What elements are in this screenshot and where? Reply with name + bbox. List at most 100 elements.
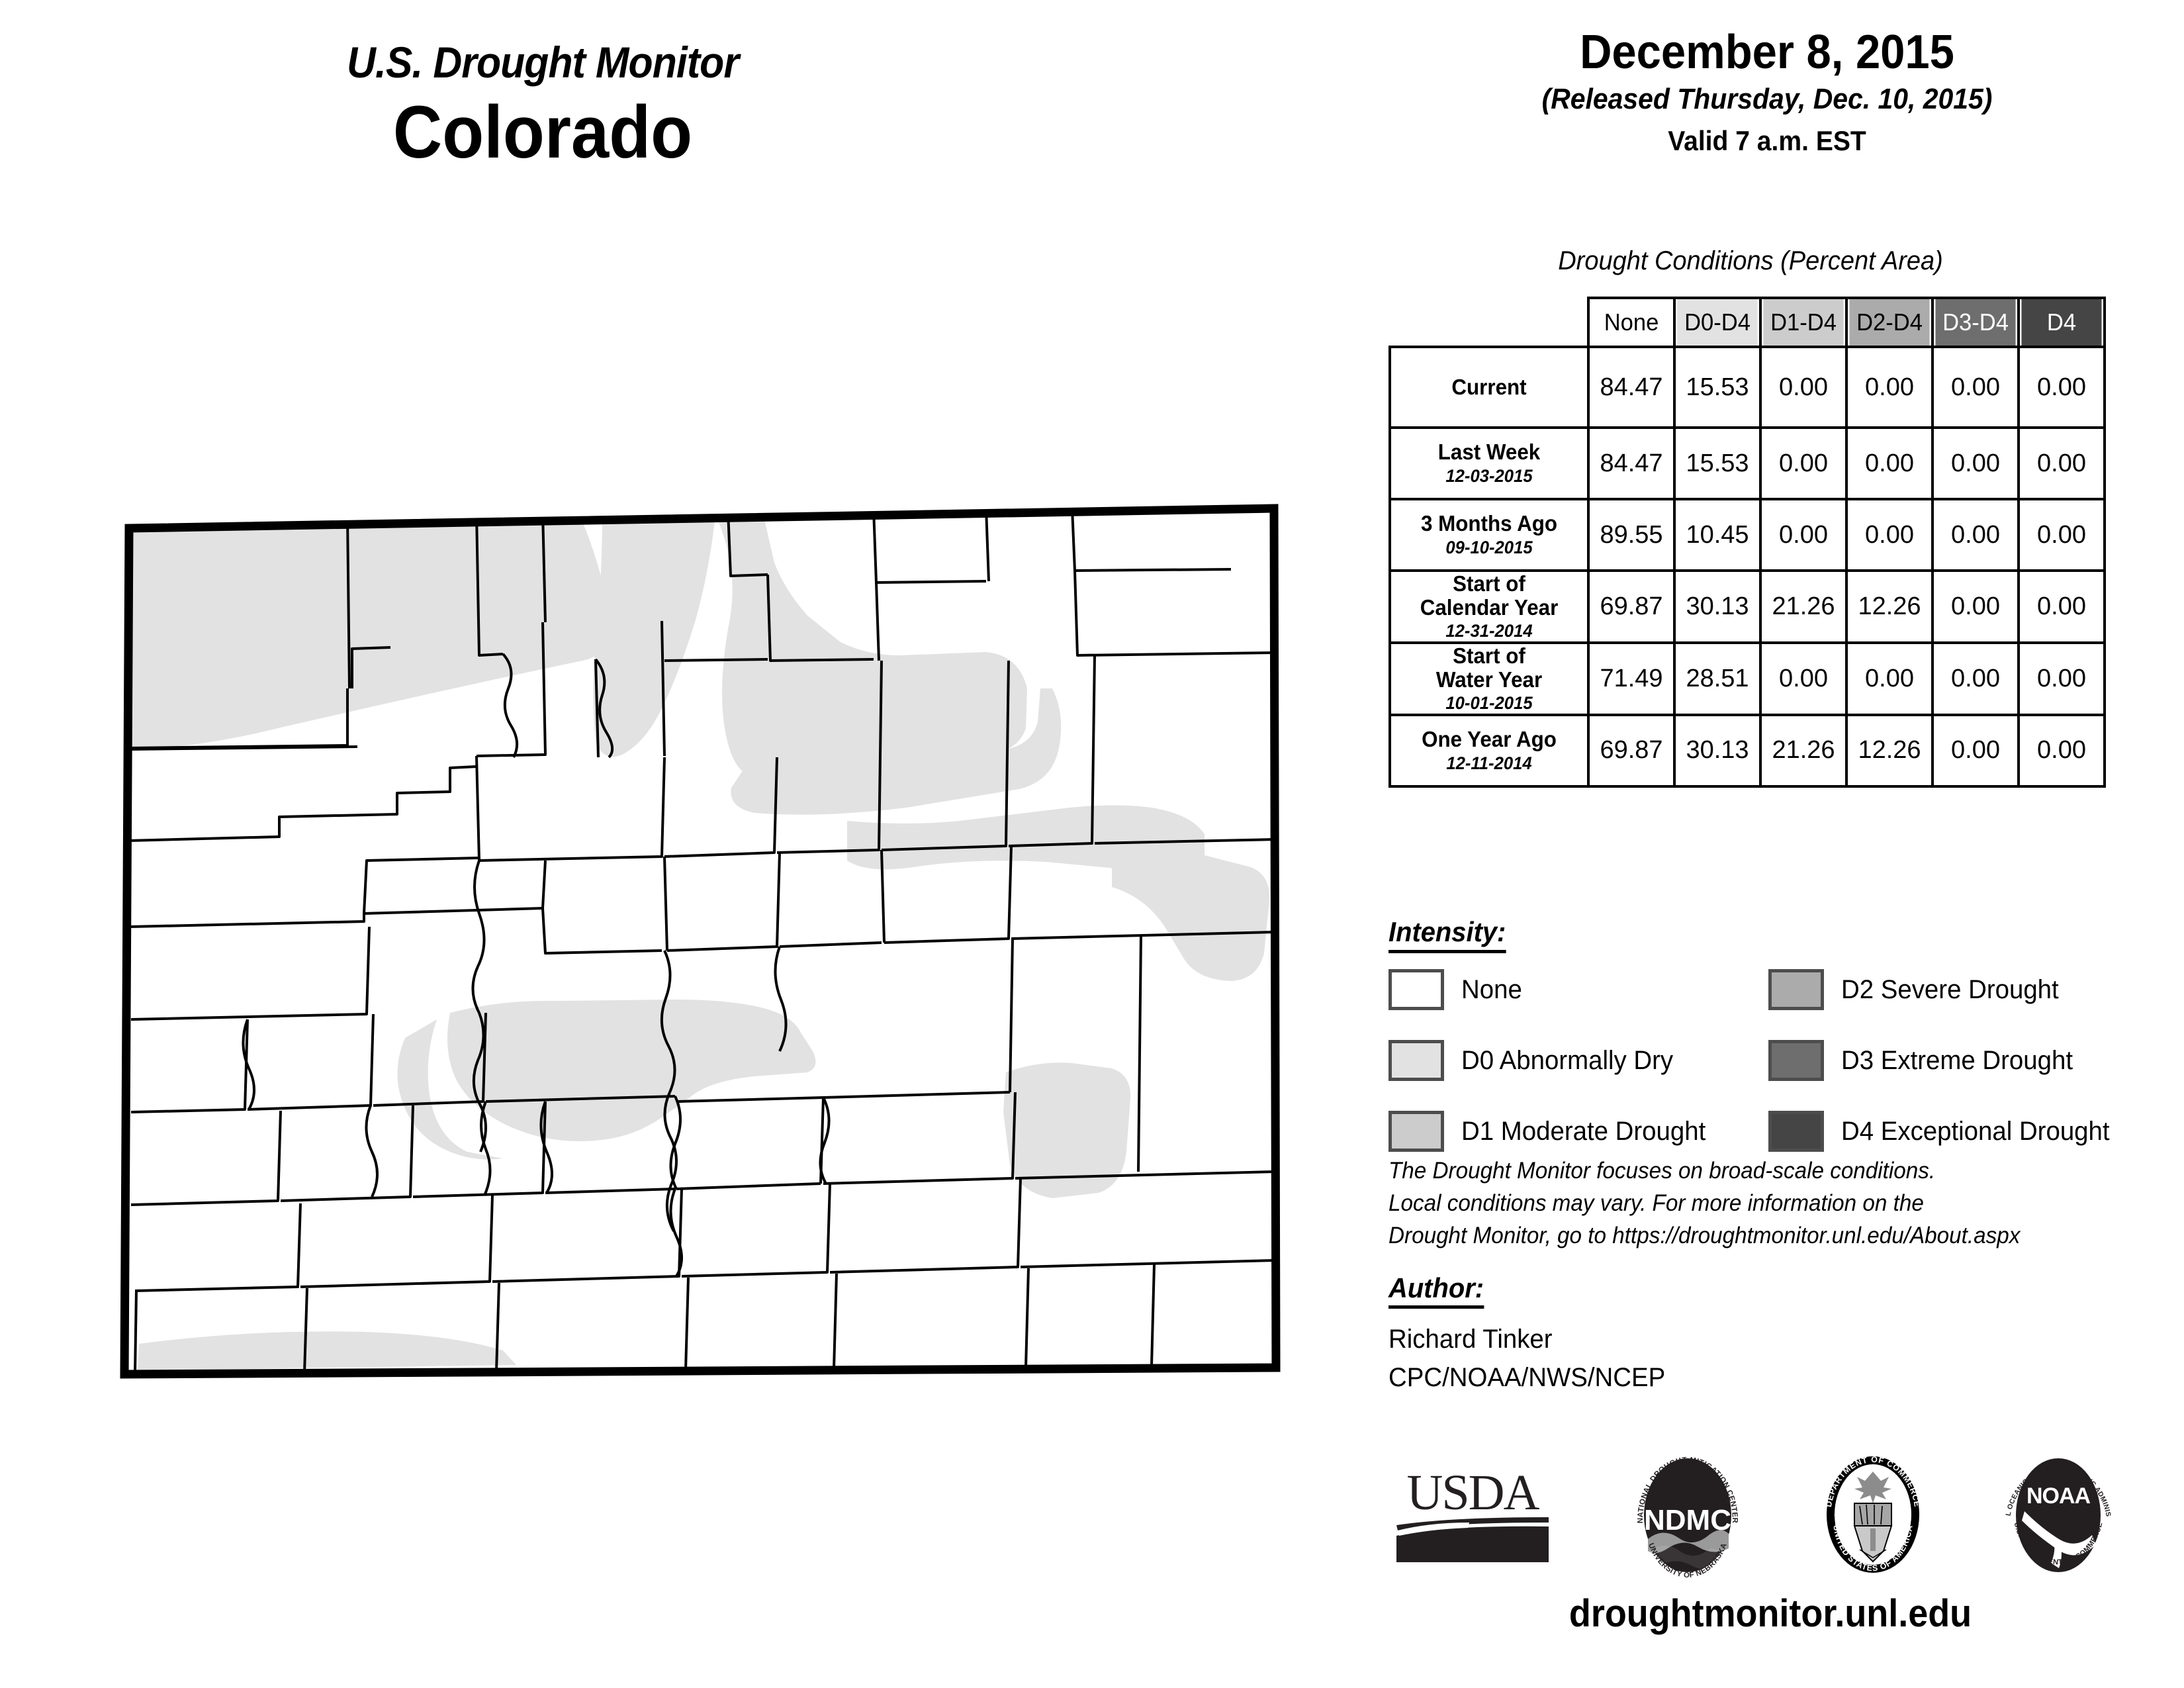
legend-swatch-none [1388,969,1444,1010]
cell-d1-d4: 21.26 [1759,569,1848,644]
row-label-cell: Current [1388,346,1590,429]
row-label-name: Current [1451,375,1527,400]
cell-d3-d4: 0.00 [1931,713,2020,788]
cell-d0-d4: 28.51 [1673,641,1762,716]
table-row: One Year Ago 12-11-2014 69.87 30.13 21.26 12.… [1388,713,2106,788]
legend-column-right: D2 Severe Drought D3 Extreme Drought D4 … [1768,964,2120,1176]
disclaimer-text: The Drought Monitor focuses on broad-sca… [1388,1154,2130,1252]
legend-label-d3: D3 Extreme Drought [1841,1045,2073,1075]
row-label-date: 09-10-2015 [1445,537,1533,557]
cell-d0-d4: 30.13 [1673,569,1762,644]
cell-d4: 0.00 [2017,713,2106,788]
cell-none: 89.55 [1587,498,1676,572]
ndmc-logo: NDMC NATIONAL DROUGHT MITIGATION CENTER … [1628,1452,1747,1581]
row-label-name: Last Week [1437,440,1541,465]
cell-none: 84.47 [1587,426,1676,500]
footer-url[interactable]: droughtmonitor.unl.edu [1569,1592,1972,1635]
legend-label-d2: D2 Severe Drought [1841,974,2059,1004]
noaa-logo: NOAA NATIONAL OCEANIC AND ATMOSPHERIC AD… [1993,1446,2121,1581]
svg-text:★: ★ [1833,1511,1842,1521]
cell-d2-d4: 0.00 [1845,426,1934,500]
author-affiliation: CPC/NOAA/NWS/NCEP [1388,1363,1666,1392]
svg-text:USDA: USDA [1407,1465,1540,1521]
cell-d3-d4: 0.00 [1931,569,2020,644]
cell-d0-d4: 10.45 [1673,498,1762,572]
cell-d4: 0.00 [2017,641,2106,716]
col-header-d3d4: D3-D4 [1933,297,2019,348]
disclaimer-line-1: The Drought Monitor focuses on broad-sca… [1388,1158,1936,1184]
svg-text:NOAA: NOAA [2026,1483,2091,1509]
cell-d2-d4: 0.00 [1845,641,1934,716]
legend-label-d1: D1 Moderate Drought [1461,1116,1706,1146]
cell-none: 84.47 [1587,346,1676,429]
row-label-date: 12-11-2014 [1446,753,1532,773]
cell-d0-d4: 15.53 [1673,346,1762,429]
cell-d3-d4: 0.00 [1931,641,2020,716]
cell-d1-d4: 21.26 [1759,713,1848,788]
cell-none: 69.87 [1587,569,1676,644]
page-title-monitor: U.S. Drought Monitor [346,38,739,87]
author-block: Richard Tinker CPC/NOAA/NWS/NCEP [1388,1320,1665,1397]
cell-d0-d4: 30.13 [1673,713,1762,788]
col-header-d1d4: D1-D4 [1760,297,1846,348]
usda-logo: USDA [1390,1462,1555,1571]
table-row: Last Week 12-03-2015 84.47 15.53 0.00 0.00 0.0… [1388,426,2106,500]
cell-d2-d4: 0.00 [1845,498,1934,572]
table-row: Current 84.47 15.53 0.00 0.00 0.00 0.00 [1388,346,2106,429]
legend-swatch-d1 [1388,1111,1444,1152]
legend-swatch-d3 [1768,1040,1824,1081]
row-label-date: 12-31-2014 [1445,621,1533,641]
row-label-date: 10-01-2015 [1445,693,1533,714]
row-label-name: One Year Ago [1422,727,1557,752]
cell-d3-d4: 0.00 [1931,346,2020,429]
legend-label-d4: D4 Exceptional Drought [1841,1116,2110,1146]
cell-d4: 0.00 [2017,498,2106,572]
col-header-d4: D4 [2019,297,2105,348]
cell-d2-d4: 12.26 [1845,569,1934,644]
date-block: December 8, 2015 (Released Thursday, Dec… [1377,0,2158,156]
legend-item-d2[interactable]: D2 Severe Drought [1768,964,2120,1015]
cell-d0-d4: 15.53 [1673,426,1762,500]
row-label-cell: Last Week 12-03-2015 [1388,426,1590,500]
cell-d1-d4: 0.00 [1759,641,1848,716]
cell-d2-d4: 0.00 [1845,346,1934,429]
table-row: 3 Months Ago 09-10-2015 89.55 10.45 0.00 0.00… [1388,498,2106,572]
col-header-d2d4: D2-D4 [1846,297,1933,348]
cell-d3-d4: 0.00 [1931,426,2020,500]
legend-label-d0: D0 Abnormally Dry [1461,1045,1674,1075]
cell-d3-d4: 0.00 [1931,498,2020,572]
valid-time: Valid 7 a.m. EST [1668,125,1866,157]
county-boundaries [126,508,1275,1374]
right-panel: December 8, 2015 (Released Thursday, Dec… [1357,0,2184,1688]
page-title-state: Colorado [392,91,693,174]
legend-item-d4[interactable]: D4 Exceptional Drought [1768,1105,2120,1157]
row-label-cell: One Year Ago 12-11-2014 [1388,713,1590,788]
svg-text:★: ★ [1903,1511,1912,1521]
cell-d4: 0.00 [2017,346,2106,429]
cell-d1-d4: 0.00 [1759,498,1848,572]
disclaimer-line-3: Drought Monitor, go to https://droughtmo… [1388,1223,2021,1248]
logo-row: USDA NDMC NATIONAL DROUGHT MITIGATION CE… [1377,1446,2164,1582]
report-date: December 8, 2015 [1580,26,1954,79]
table-row: Start of Water Year 10-01-2015 71.49 28.51 0.… [1388,641,2106,716]
legend-item-none[interactable]: None [1388,964,1716,1015]
legend-item-d1[interactable]: D1 Moderate Drought [1388,1105,1716,1157]
colorado-drought-map[interactable] [79,490,1324,1417]
doc-logo: DEPARTMENT OF COMMERCE UNITED STATES OF … [1813,1452,1933,1581]
row-label-cell: Start of Water Year 10-01-2015 [1388,641,1590,716]
title-block: U.S. Drought Monitor Colorado [79,38,1006,174]
author-heading: Author: [1388,1272,1484,1309]
cell-d2-d4: 12.26 [1845,713,1934,788]
col-header-d0d4: D0-D4 [1674,297,1760,348]
row-label-cell: 3 Months Ago 09-10-2015 [1388,498,1590,572]
table-caption: Drought Conditions (Percent Area) [1558,246,1943,275]
legend-item-d3[interactable]: D3 Extreme Drought [1768,1035,2120,1086]
legend-swatch-d2 [1768,969,1824,1010]
legend-item-d0[interactable]: D0 Abnormally Dry [1388,1035,1716,1086]
row-label-name: Start of Water Year [1435,643,1543,692]
legend-swatch-d0 [1388,1040,1444,1081]
header-corner-blank [1390,298,1588,347]
state-outline [120,504,1281,1379]
table-header-row: None D0-D4 D1-D4 D2-D4 D3-D4 D4 [1390,297,2105,348]
cell-d1-d4: 0.00 [1759,426,1848,500]
